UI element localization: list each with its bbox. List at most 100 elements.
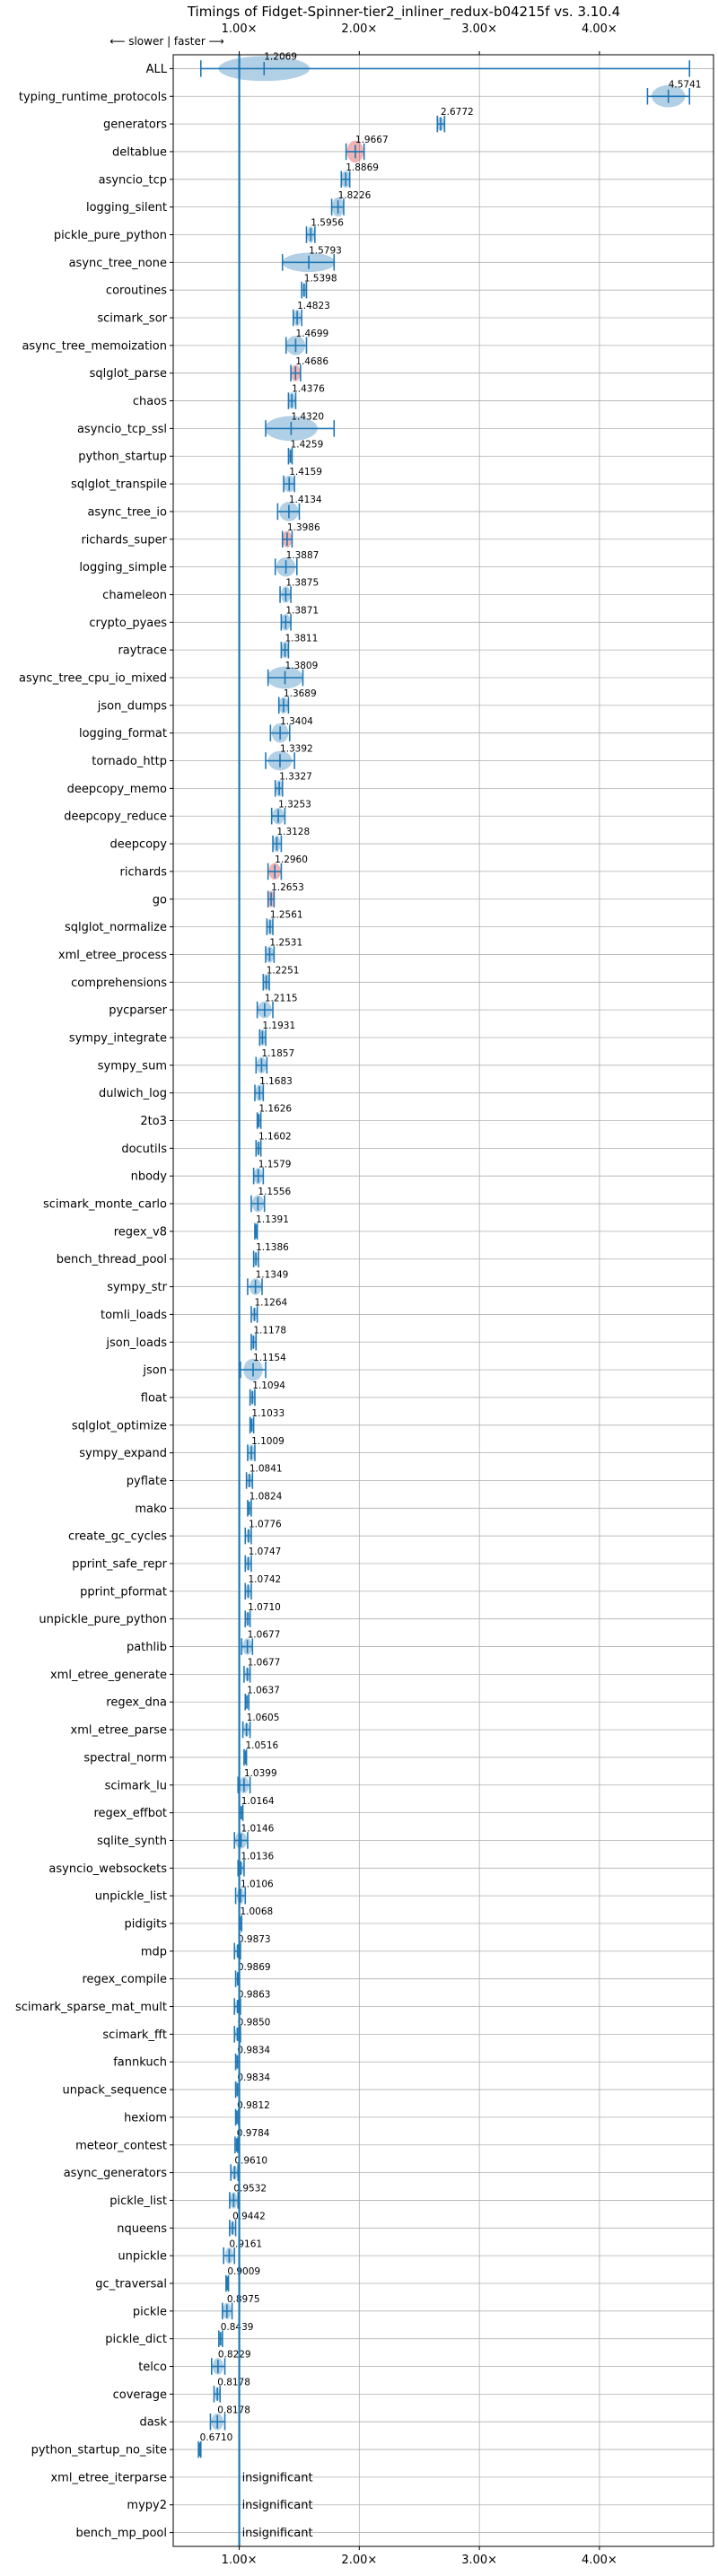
benchmark-row: deltablue 1.9667 bbox=[112, 135, 389, 163]
benchmark-row: richards 1.2960 bbox=[120, 854, 308, 881]
value-label: 1.3128 bbox=[276, 827, 310, 837]
value-label: 1.4823 bbox=[297, 301, 330, 311]
benchmark-row: tornado_http 1.3392 bbox=[92, 744, 313, 771]
benchmark-row: unpickle_pure_python 1.0710 bbox=[39, 1602, 281, 1627]
benchmark-name: dask bbox=[139, 2416, 167, 2430]
benchmark-name: logging_silent bbox=[86, 201, 167, 215]
benchmark-row: xml_etree_process 1.2531 bbox=[58, 938, 302, 963]
benchmark-name: pickle bbox=[133, 2305, 167, 2318]
benchmark-name: async_tree_memoization bbox=[22, 339, 167, 353]
benchmark-name: raytrace bbox=[118, 644, 167, 658]
value-label: 0.9532 bbox=[233, 2184, 267, 2195]
benchmark-row: chaos 1.4376 bbox=[133, 384, 325, 409]
value-label: 1.5398 bbox=[304, 273, 337, 284]
benchmark-name: ALL bbox=[146, 63, 168, 76]
benchmark-name: json_loads bbox=[105, 1336, 167, 1350]
benchmark-name: sympy_str bbox=[107, 1281, 167, 1294]
benchmark-row: sqlglot_optimize 1.1033 bbox=[72, 1408, 285, 1434]
benchmark-name: deepcopy_memo bbox=[67, 783, 167, 796]
benchmark-row: mako 1.0824 bbox=[135, 1491, 283, 1517]
benchmark-name: typing_runtime_protocols bbox=[19, 91, 167, 104]
benchmark-row: async_tree_none 1.5793 bbox=[69, 245, 342, 273]
value-label: 1.0677 bbox=[248, 1630, 281, 1641]
value-label: 0.8178 bbox=[217, 2405, 250, 2415]
benchmark-row: sympy_integrate 1.1931 bbox=[69, 1021, 295, 1047]
benchmark-row: dask 0.8178 bbox=[139, 2405, 250, 2431]
value-label: 1.3327 bbox=[279, 772, 312, 783]
value-label: 1.0106 bbox=[241, 1879, 274, 1889]
benchmark-row: xml_etree_parse 1.0605 bbox=[71, 1713, 279, 1739]
benchmark-name: bench_thread_pool bbox=[57, 1253, 167, 1266]
value-label: 1.4159 bbox=[289, 467, 322, 478]
benchmark-name: sqlglot_parse bbox=[90, 367, 167, 381]
chart-title: Timings of Fidget-Spinner-tier2_inliner_… bbox=[187, 4, 620, 21]
benchmark-name: scimark_sparse_mat_mult bbox=[15, 2001, 167, 2014]
benchmark-row: unpickle_list 1.0106 bbox=[95, 1879, 274, 1905]
benchmark-name: unpickle bbox=[118, 2250, 167, 2264]
benchmark-row: float 1.1094 bbox=[141, 1380, 285, 1406]
benchmark-row: pyflate 1.0841 bbox=[127, 1464, 283, 1489]
value-label: 0.8229 bbox=[218, 2350, 251, 2361]
value-label: 1.0516 bbox=[245, 1740, 278, 1751]
benchmark-name: json bbox=[142, 1364, 167, 1378]
benchmark-row: mdp 0.9873 bbox=[141, 1934, 271, 1960]
x-tick-label-top: 4.00× bbox=[582, 22, 617, 36]
value-label: 1.0677 bbox=[248, 1658, 281, 1669]
benchmark-row: dulwich_log 1.1683 bbox=[99, 1076, 293, 1101]
benchmark-name: logging_simple bbox=[79, 561, 167, 574]
value-label: 0.9834 bbox=[237, 2072, 270, 2083]
benchmark-name: sqlite_synth bbox=[97, 1835, 167, 1848]
value-label: 1.0068 bbox=[240, 1906, 273, 1917]
benchmark-row: async_generators 0.9610 bbox=[64, 2156, 267, 2181]
benchmark-row: sqlglot_transpile 1.4159 bbox=[71, 467, 322, 493]
x-tick-label-bottom: 1.00× bbox=[222, 2554, 258, 2567]
benchmark-name: crypto_pyaes bbox=[89, 617, 167, 630]
insignificant-label: insignificant bbox=[242, 2499, 313, 2512]
benchmark-row: logging_silent 1.8226 bbox=[86, 190, 372, 217]
value-label: 1.1264 bbox=[254, 1298, 287, 1309]
benchmark-name: scimark_fft bbox=[102, 2028, 167, 2042]
value-label: 0.9850 bbox=[238, 2018, 271, 2028]
benchmark-row: pickle_pure_python 1.5956 bbox=[54, 218, 344, 243]
benchmark-row: xml_etree_generate 1.0677 bbox=[50, 1658, 280, 1683]
benchmark-name: telco bbox=[138, 2361, 167, 2374]
benchmark-name: meteor_contest bbox=[75, 2139, 167, 2152]
benchmark-name: scimark_lu bbox=[105, 1779, 167, 1792]
benchmark-name: pprint_safe_repr bbox=[72, 1558, 167, 1572]
value-label: 1.1094 bbox=[252, 1380, 285, 1391]
benchmark-name: asyncio_websockets bbox=[48, 1862, 167, 1876]
value-label: 1.9667 bbox=[355, 135, 389, 145]
benchmark-row: sqlglot_normalize 1.2561 bbox=[65, 910, 303, 935]
benchmark-row: regex_v8 1.1391 bbox=[114, 1214, 289, 1240]
benchmark-name: sqlglot_optimize bbox=[72, 1419, 167, 1433]
x-tick-label-top: 3.00× bbox=[461, 22, 497, 36]
value-label: 0.8975 bbox=[227, 2294, 260, 2305]
value-label: 1.4376 bbox=[292, 384, 325, 395]
benchmark-row: sympy_expand 1.1009 bbox=[79, 1436, 285, 1461]
benchmark-name: pyflate bbox=[127, 1475, 167, 1488]
benchmark-name: mypy2 bbox=[127, 2499, 167, 2512]
benchmark-name: richards_super bbox=[81, 533, 167, 547]
benchmark-row: asyncio_websockets 1.0136 bbox=[48, 1851, 274, 1877]
benchmark-name: fannkuch bbox=[113, 2056, 167, 2070]
benchmark-name: python_startup bbox=[78, 451, 167, 464]
value-label: 0.9161 bbox=[229, 2239, 262, 2249]
benchmark-name: unpack_sequence bbox=[62, 2084, 167, 2098]
benchmark-row: deepcopy 1.3128 bbox=[109, 827, 310, 853]
value-label: 1.4134 bbox=[289, 495, 322, 505]
benchmark-name: json_dumps bbox=[97, 699, 167, 713]
benchmark-row: nbody 1.1579 bbox=[131, 1159, 291, 1185]
value-label: 1.2115 bbox=[265, 993, 298, 1003]
value-label: 1.1391 bbox=[256, 1214, 289, 1225]
benchmark-name: scimark_monte_carlo bbox=[43, 1198, 167, 1212]
value-label: 1.1931 bbox=[262, 1021, 295, 1031]
benchmark-name: deltablue bbox=[112, 145, 167, 159]
benchmark-name: pickle_dict bbox=[105, 2333, 167, 2346]
value-label: 0.9834 bbox=[237, 2045, 270, 2055]
direction-note: ⟵ slower | faster ⟶ bbox=[109, 35, 224, 48]
benchmark-row: meteor_contest 0.9784 bbox=[75, 2128, 270, 2154]
benchmark-row: scimark_sor 1.4823 bbox=[97, 301, 330, 327]
benchmark-name: pickle_pure_python bbox=[54, 229, 167, 242]
value-label: 0.9784 bbox=[237, 2128, 270, 2139]
